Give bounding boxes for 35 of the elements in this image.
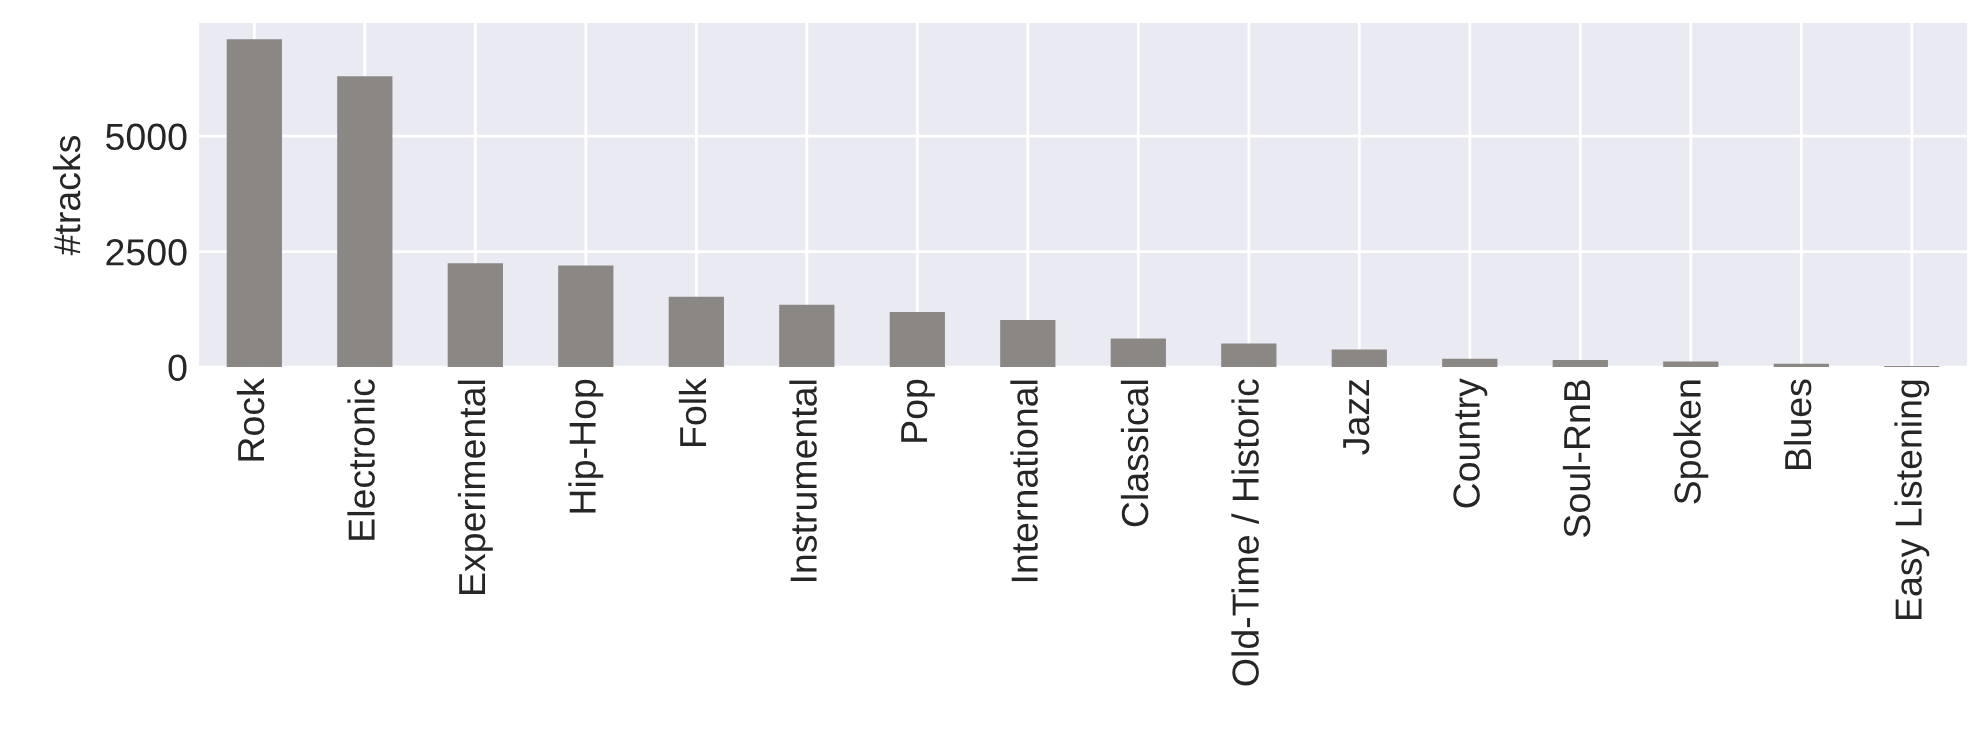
- bar: [337, 76, 393, 368]
- bar: [889, 312, 945, 368]
- x-tick-label: Country: [1453, 378, 1488, 508]
- x-tick-label: Classical: [1120, 380, 1149, 527]
- x-tick-label: International: [1010, 380, 1038, 582]
- x-tick-label: Hip-Hop: [568, 379, 604, 513]
- bar: [226, 39, 282, 368]
- bar: [668, 296, 724, 368]
- y-tick-label: 0: [168, 354, 187, 381]
- x-tick-label: Folk: [678, 378, 707, 446]
- x-tick-label: Spoken: [1673, 380, 1709, 504]
- x-tick-label: Rock: [236, 378, 265, 461]
- x-tick-label: Instrumental: [789, 380, 817, 582]
- x-tick-label: Soul-RnB: [1562, 380, 1591, 537]
- bar: [1773, 363, 1829, 368]
- x-tick-label: Experimental: [457, 380, 493, 594]
- bar: [1442, 358, 1498, 368]
- bar: [1331, 349, 1387, 368]
- bar: [447, 263, 503, 368]
- x-tick-label: Electronic: [347, 379, 375, 540]
- bar: [1663, 361, 1719, 368]
- bar: [1552, 360, 1608, 368]
- y-axis-title: #tracks: [52, 135, 81, 256]
- y-tick-label: 5000: [106, 123, 187, 151]
- bar: [1221, 343, 1277, 368]
- y-tick-label: 2500: [106, 239, 187, 266]
- x-tick-label: Easy Listening: [1894, 380, 1930, 619]
- bar: [1000, 319, 1056, 368]
- bar: [1110, 338, 1166, 368]
- x-tick-label: Pop: [901, 379, 935, 442]
- x-tick-label: Old-Time / Historic: [1231, 379, 1259, 686]
- x-tick-label: Blues: [1783, 379, 1812, 469]
- x-tick-label: Jazz: [1343, 380, 1370, 455]
- bar: [779, 304, 835, 368]
- bar: [558, 265, 614, 368]
